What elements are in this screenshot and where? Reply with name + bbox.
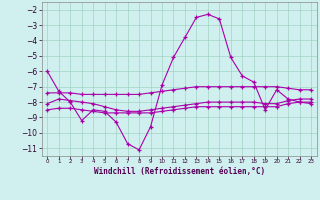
X-axis label: Windchill (Refroidissement éolien,°C): Windchill (Refroidissement éolien,°C) [94,167,265,176]
